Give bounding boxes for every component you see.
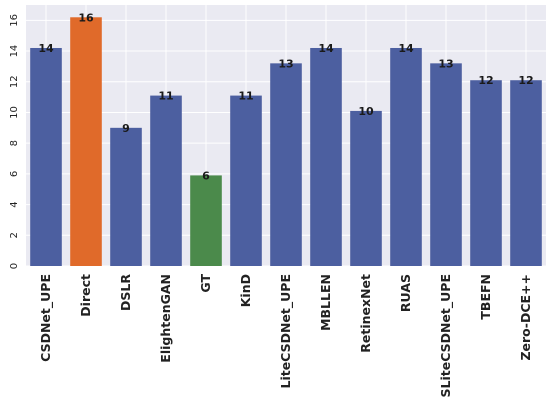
data-label: 9 <box>122 122 130 135</box>
y-axis: 0 2 4 6 8 10 12 14 16 <box>9 14 20 269</box>
y-tick-label: 10 <box>9 106 20 119</box>
bar-csdnet-upe <box>30 47 62 266</box>
bar-dslr <box>110 127 142 266</box>
data-labels-group: 14 16 9 11 6 11 13 14 10 14 13 12 12 <box>38 11 533 182</box>
bar-tbefn <box>470 80 502 267</box>
x-tick-label: RUAS <box>398 274 413 312</box>
x-tick-label: LiteCSDNet_UPE <box>278 274 294 389</box>
bar-ruas <box>390 47 422 266</box>
bar-mbllen <box>310 47 342 266</box>
x-tick-label: SLiteCSDNet_UPE <box>438 274 454 398</box>
bars-group <box>30 17 542 267</box>
data-label: 14 <box>38 42 54 55</box>
y-tick-label: 0 <box>9 263 20 269</box>
x-tick-label: CSDNet_UPE <box>38 274 54 362</box>
data-label: 14 <box>318 42 334 55</box>
x-axis: CSDNet_UPE Direct DSLR ElightenGAN GT KinD Lit… <box>38 274 533 398</box>
bar-kind <box>230 95 262 266</box>
data-label: 10 <box>358 105 374 118</box>
y-tick-label: 6 <box>9 171 20 177</box>
bar-slitecsdnet-upe <box>430 63 462 267</box>
x-tick-label: KinD <box>238 274 253 307</box>
y-tick-label: 2 <box>9 232 20 238</box>
bar-direct <box>70 17 102 267</box>
data-label: 13 <box>438 57 453 70</box>
x-tick-label: Zero-DCE++ <box>518 274 533 361</box>
x-tick-label: ElightenGAN <box>158 274 173 363</box>
data-label: 12 <box>518 74 533 87</box>
x-tick-label: GT <box>198 274 213 293</box>
bar-elightengan <box>150 95 182 266</box>
y-tick-label: 12 <box>9 75 20 88</box>
x-tick-label: Direct <box>78 274 93 317</box>
y-tick-label: 8 <box>9 140 20 146</box>
x-tick-label: MBLLEN <box>318 274 333 331</box>
data-label: 13 <box>278 57 293 70</box>
data-label: 11 <box>238 90 253 103</box>
data-label: 6 <box>202 169 210 182</box>
y-tick-label: 16 <box>9 14 20 27</box>
data-label: 11 <box>158 90 173 103</box>
data-label: 16 <box>78 11 94 24</box>
x-tick-label: RetinexNet <box>358 274 373 353</box>
data-label: 14 <box>398 42 414 55</box>
bar-litecsdnet-upe <box>270 63 302 267</box>
x-tick-label: TBEFN <box>478 274 493 320</box>
y-tick-label: 14 <box>9 45 20 58</box>
bar-retinexnet <box>350 110 382 266</box>
data-label: 12 <box>478 74 493 87</box>
bar-zero-dce- <box>510 80 542 267</box>
y-tick-label: 4 <box>9 201 20 207</box>
bar-gt <box>190 175 222 266</box>
x-tick-label: DSLR <box>118 274 133 311</box>
